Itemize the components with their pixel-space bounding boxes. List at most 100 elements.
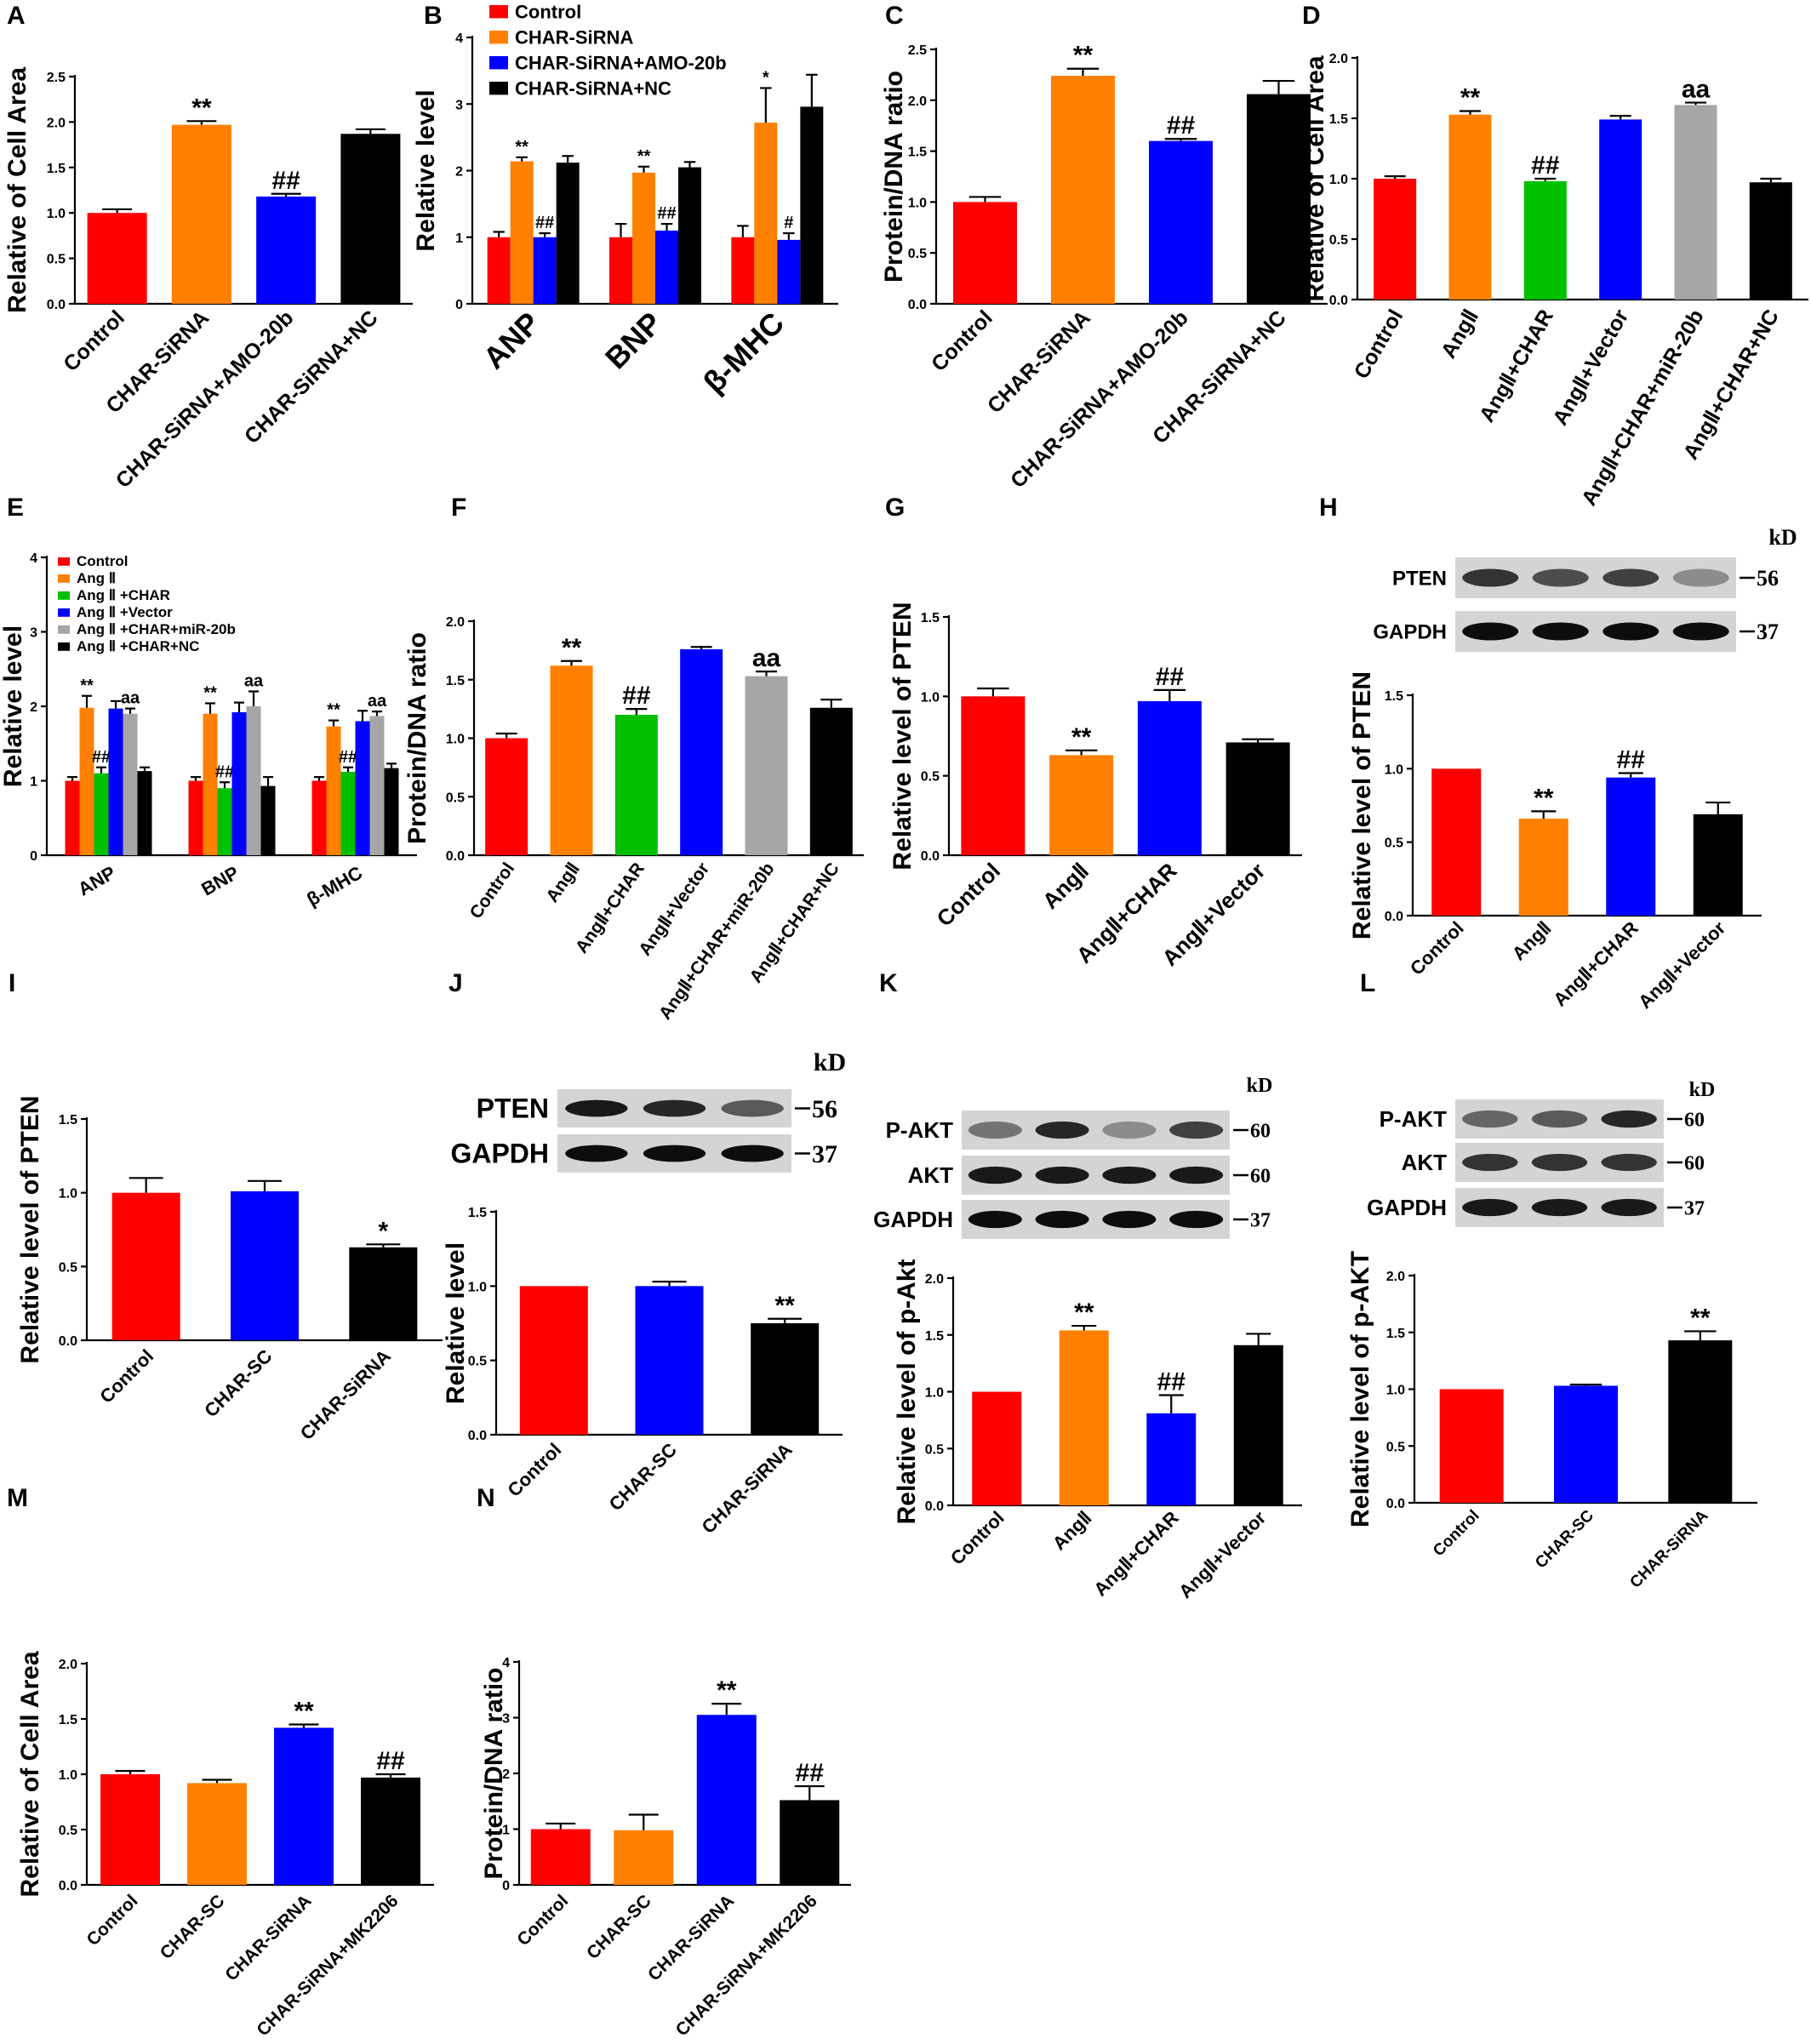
blot-band [1462, 1153, 1518, 1172]
kd-marker-value: 37 [1250, 1209, 1271, 1231]
significance-mark: aa [368, 692, 387, 711]
y-tick-label: 0.0 [908, 298, 927, 312]
bar-bnp-ang-char-mir-20b [246, 706, 261, 855]
bar-mhc-char-sirna-amo-20b [777, 239, 801, 304]
bar-ang-char [1137, 700, 1202, 855]
y-tick-label: 0 [502, 1879, 510, 1893]
bar-char-sirna [1051, 76, 1115, 304]
x-tick-label: AngⅡ [1048, 1507, 1096, 1555]
bar-control [485, 738, 528, 855]
bar-anp-ang-char [94, 773, 109, 855]
significance-mark: ## [1531, 151, 1560, 180]
y-tick-label: 0.5 [59, 1824, 77, 1838]
x-tick-label: Control [1430, 1507, 1483, 1561]
bar-anp-char-sirna-nc [556, 163, 580, 304]
blot-band [968, 1210, 1022, 1229]
bar-ang [550, 665, 593, 855]
legend-entry: Ang Ⅱ +CHAR+miR-20b [77, 621, 236, 637]
panel-e: E 0 1 2 3 4 Relative level ** ## aa ANP ** ## aa BNP **… [0, 494, 417, 911]
y-tick-label: 1.0 [59, 1187, 77, 1202]
significance-mark: ** [203, 684, 217, 703]
y-tick-label: 1.5 [468, 1206, 487, 1220]
x-tick-label: AngⅡ [542, 859, 583, 906]
y-tick-label: 1.5 [59, 1113, 77, 1128]
y-axis-label: Relative level of p-AKT [1346, 1251, 1374, 1527]
x-tick-label: CHAR-SC [583, 1891, 655, 1963]
x-tick-label: Control [946, 1507, 1008, 1569]
x-tick-label: AngⅡ+Vector [635, 859, 713, 960]
x-tick-label: CHAR-SiRNA+MK2206 [253, 1891, 402, 2040]
kd-unit-label: kD [1689, 1079, 1716, 1101]
bar-ang-vector [1693, 814, 1743, 916]
kd-marker-value: 60 [1250, 1120, 1271, 1142]
y-axis-label: Relative level [442, 1242, 470, 1404]
x-tick-label: Control [466, 859, 519, 922]
significance-mark: ## [339, 748, 357, 767]
blot-band [1532, 622, 1589, 641]
significance-mark: ** [327, 701, 340, 720]
y-axis-label: Relative of Cell Area [3, 67, 31, 313]
bar-control [972, 1391, 1022, 1505]
legend-swatch [489, 5, 508, 19]
blot-row-label: P-AKT [1380, 1106, 1448, 1132]
western-blot-j: kD PTEN 56 GAPDH 37 [450, 1048, 846, 1173]
blot-band [1601, 1110, 1657, 1128]
kd-marker-value: 37 [1684, 1197, 1705, 1219]
legend-swatch [58, 608, 70, 617]
y-tick-label: 4 [455, 31, 463, 46]
x-tick-label: CHAR-SiRNA+AMO-20b [111, 305, 299, 493]
bar-mhc-char-sirna [754, 123, 778, 304]
kd-marker-value: 37 [1757, 619, 1779, 644]
y-tick-label: 0.5 [47, 253, 66, 267]
significance-mark: ## [657, 204, 676, 223]
blot-band [1102, 1166, 1157, 1185]
bar-ang-char [614, 715, 658, 855]
panel-label: A [7, 2, 26, 30]
y-tick-label: 1.5 [925, 1329, 944, 1344]
y-tick-label: 0.0 [1386, 1497, 1405, 1511]
legend-swatch [58, 591, 70, 600]
bar-control [1374, 179, 1417, 300]
y-tick-label: 2 [30, 700, 37, 715]
y-tick-label: 0.5 [921, 770, 940, 785]
x-tick-label: CHAR-SiRNA [644, 1891, 738, 1984]
blot-row-label: PTEN [477, 1093, 549, 1124]
bar-ang-char-mir-20b [1674, 105, 1717, 300]
y-tick-label: 2.0 [1329, 52, 1348, 66]
x-tick-label: CHAR-SiRNA [983, 305, 1095, 418]
western-blot-k: kD P-AKT 60 AKT 60 GAPDH 37 [873, 1075, 1272, 1239]
significance-mark: ** [1071, 723, 1092, 751]
y-tick-label: 3 [30, 626, 37, 641]
bar-char-sirna-mk2206 [361, 1777, 420, 1885]
blot-band [1169, 1121, 1224, 1139]
blot-band [1602, 622, 1660, 641]
x-tick-label: CHAR-SC [605, 1439, 681, 1515]
x-tick-label: Control [503, 1439, 565, 1501]
bar-ang [1448, 114, 1492, 300]
x-tick-label: ANP [74, 862, 119, 900]
significance-mark: ** [717, 1676, 737, 1704]
x-tick-label: AngⅡ+Vector [1174, 1507, 1271, 1603]
significance-mark: ** [637, 147, 651, 166]
y-axis-label: Protein/DNA ratio [880, 71, 908, 283]
significance-mark: ** [1073, 42, 1094, 70]
y-axis-label: Relative level of PTEN [16, 1095, 44, 1363]
x-tick-label: β-MHC [303, 862, 366, 911]
bar-anp-ang [79, 707, 94, 855]
blot-row-label: GAPDH [873, 1207, 953, 1232]
y-tick-label: 1 [30, 775, 37, 790]
y-tick-label: 4 [502, 1656, 510, 1670]
blot-band [968, 1166, 1022, 1185]
y-tick-label: 1.5 [59, 1713, 77, 1727]
kd-marker-value: 56 [812, 1095, 837, 1123]
blot-band [1035, 1121, 1089, 1139]
y-tick-label: 0.5 [1385, 836, 1403, 851]
y-tick-label: 1 [455, 231, 463, 246]
x-tick-label: AngⅡ [1437, 305, 1483, 363]
x-tick-label: AngⅡ+Vector [1548, 305, 1633, 430]
bar-char-sirna [696, 1715, 757, 1885]
blot-band [1169, 1166, 1224, 1185]
y-tick-label: 1.0 [921, 690, 940, 705]
